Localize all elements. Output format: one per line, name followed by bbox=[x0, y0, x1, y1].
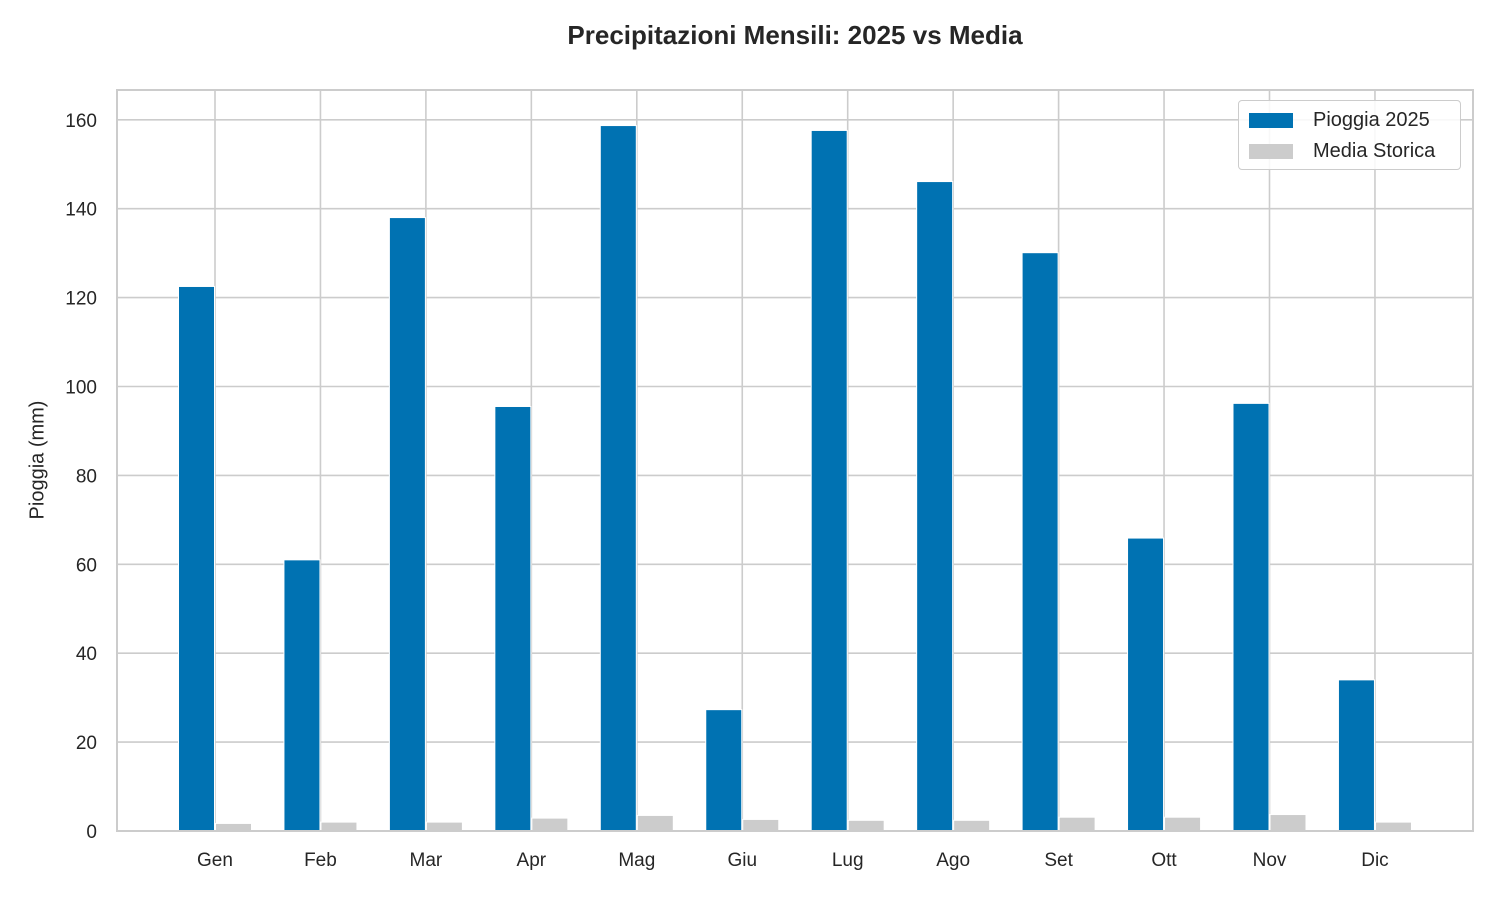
x-tick-label: Dic bbox=[1361, 850, 1388, 871]
legend: Pioggia 2025 Media Storica bbox=[1238, 100, 1461, 170]
bar-media-storica bbox=[215, 822, 252, 832]
bar-pioggia-2025 bbox=[810, 129, 848, 832]
legend-label: Media Storica bbox=[1313, 139, 1436, 162]
y-tick-label: 0 bbox=[86, 822, 97, 843]
legend-swatch-media-storica bbox=[1249, 143, 1293, 159]
y-tick-label: 160 bbox=[65, 111, 97, 132]
y-tick-label: 100 bbox=[65, 377, 97, 398]
legend-swatch-pioggia-2025 bbox=[1249, 112, 1293, 128]
legend-item-pioggia-2025: Pioggia 2025 bbox=[1249, 108, 1430, 132]
chart-title: Precipitazioni Mensili: 2025 vs Media bbox=[567, 20, 1023, 50]
x-tick-label: Lug bbox=[832, 850, 864, 871]
x-tick-label: Mar bbox=[410, 850, 443, 871]
bar-media-storica bbox=[1058, 816, 1096, 832]
bar-media-storica bbox=[953, 819, 991, 832]
bar-media-storica bbox=[1164, 816, 1202, 832]
axes-frame bbox=[116, 89, 1474, 832]
bar-pioggia-2025 bbox=[916, 181, 954, 832]
bar-media-storica bbox=[847, 819, 885, 832]
bar-pioggia-2025 bbox=[1127, 537, 1165, 832]
bar-pioggia-2025 bbox=[178, 285, 215, 832]
x-tick-label: Nov bbox=[1253, 850, 1287, 871]
y-tick-label: 140 bbox=[65, 200, 97, 221]
bar-pioggia-2025 bbox=[705, 709, 743, 832]
bar-media-storica bbox=[531, 817, 569, 832]
bar-pioggia-2025 bbox=[1021, 252, 1059, 832]
bar-media-storica bbox=[320, 821, 358, 832]
x-tick-label: Giu bbox=[727, 850, 757, 871]
bar-media-storica bbox=[425, 821, 463, 832]
y-tick-label: 40 bbox=[76, 644, 97, 665]
bar-media-storica bbox=[1269, 814, 1307, 832]
y-tick-label: 120 bbox=[65, 289, 97, 310]
x-tick-label: Set bbox=[1044, 850, 1073, 871]
bar-pioggia-2025 bbox=[494, 405, 532, 832]
x-tick-label: Ott bbox=[1151, 850, 1177, 871]
bar-pioggia-2025 bbox=[1232, 402, 1270, 832]
x-tick-label: Ago bbox=[936, 850, 970, 871]
y-tick-label: 80 bbox=[76, 466, 97, 487]
x-tick-label: Feb bbox=[304, 850, 337, 871]
bar-media-storica bbox=[636, 814, 674, 832]
x-tick-label: Apr bbox=[517, 850, 547, 871]
bar-pioggia-2025 bbox=[283, 559, 321, 832]
legend-label: Pioggia 2025 bbox=[1313, 108, 1430, 131]
bar-pioggia-2025 bbox=[599, 125, 637, 832]
y-tick-label: 20 bbox=[76, 733, 97, 754]
x-tick-label: Mag bbox=[618, 850, 655, 871]
bar-media-storica bbox=[742, 818, 780, 832]
legend-item-media-storica: Media Storica bbox=[1249, 139, 1435, 163]
bar-media-storica bbox=[1374, 821, 1412, 832]
bar-pioggia-2025 bbox=[388, 217, 426, 832]
bar-pioggia-2025 bbox=[1337, 679, 1375, 832]
y-tick-label: 60 bbox=[76, 555, 97, 576]
x-tick-label: Gen bbox=[197, 850, 233, 871]
